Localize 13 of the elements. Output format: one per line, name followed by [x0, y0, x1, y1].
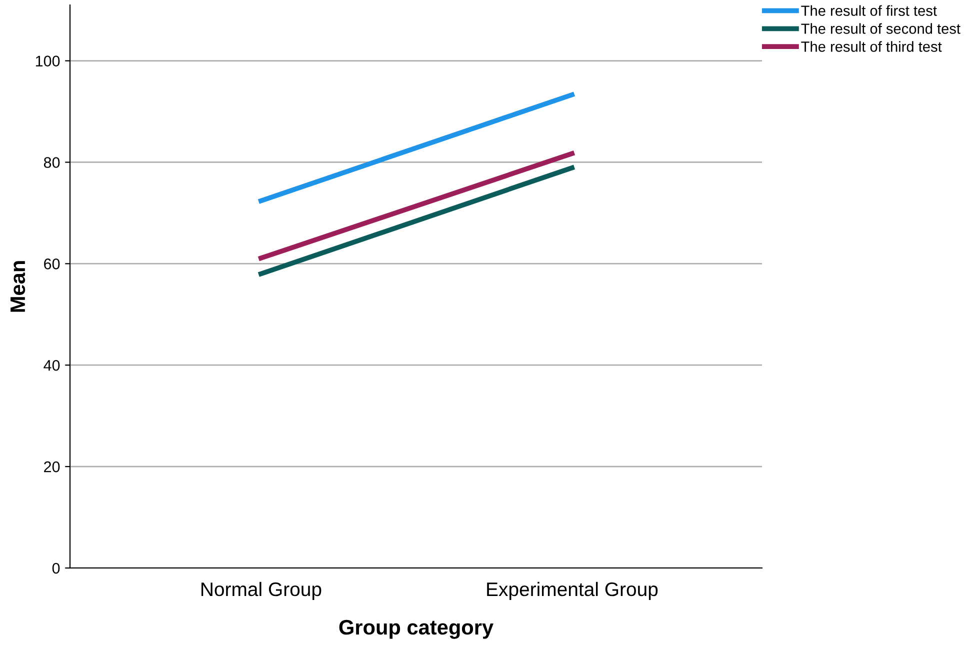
y-tick-label: 0	[52, 562, 60, 574]
y-tick-label: 20	[44, 461, 60, 472]
y-tick-label: 100	[36, 56, 60, 66]
x-axis-title: Group category	[339, 620, 494, 639]
y-tick-label: 60	[44, 258, 60, 270]
legend-label: The result of third test	[801, 41, 942, 52]
y-tick-label: 40	[44, 360, 60, 371]
y-tick-label: 80	[44, 157, 60, 168]
legend-label: The result of first test	[801, 5, 937, 16]
y-axis-title: Mean	[10, 261, 26, 312]
x-tick-label: Normal Group	[202, 582, 322, 600]
legend-label: The result of second test	[801, 23, 960, 34]
x-tick-label: Experimental Group	[487, 582, 658, 600]
